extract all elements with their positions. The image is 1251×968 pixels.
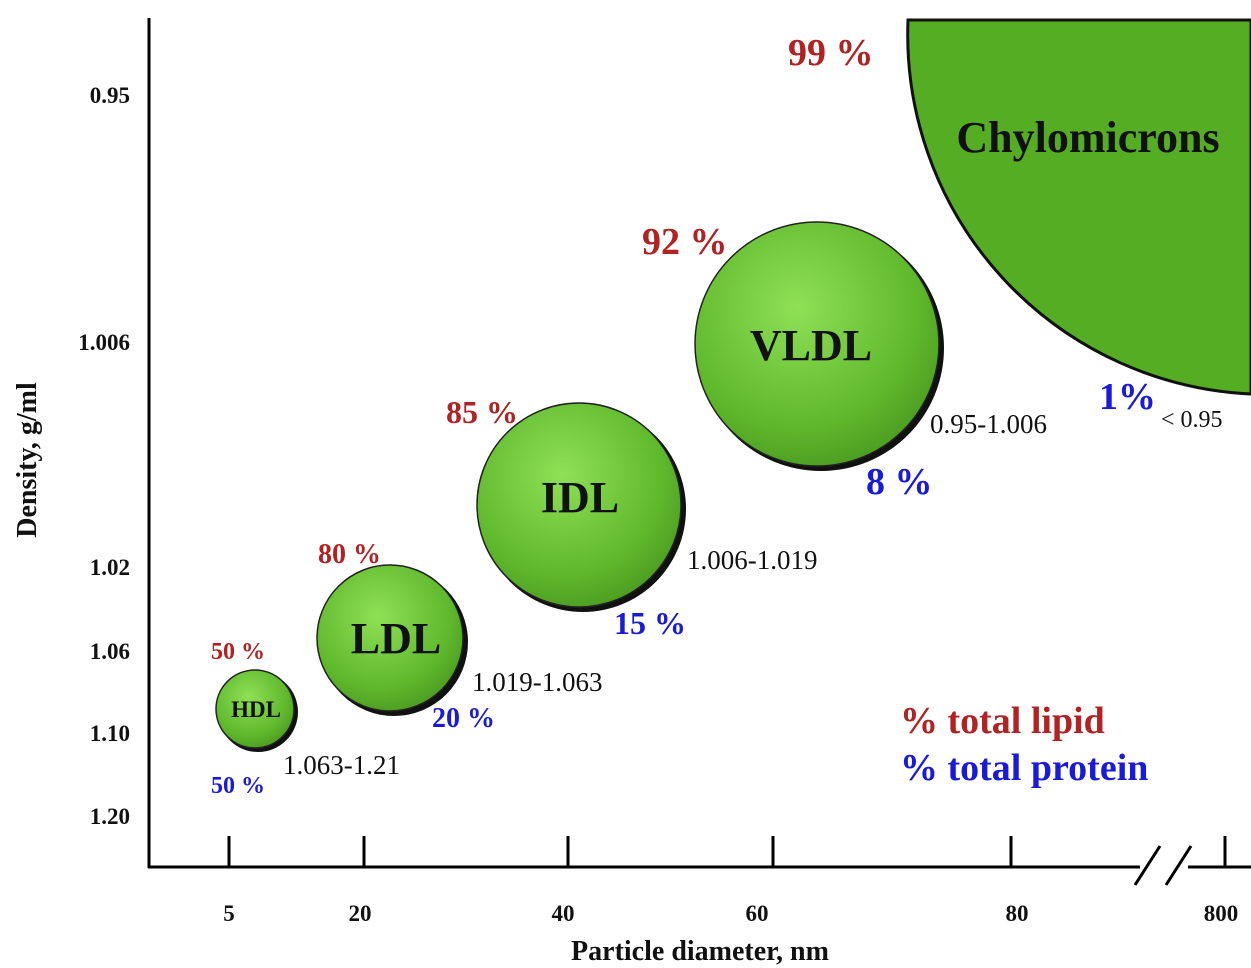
x-tick-label: 5 [223,901,235,926]
x-tick-marks [227,836,1227,867]
legend-lipid: % total lipid [900,700,1105,742]
chylomicrons-shape [906,18,1251,396]
lipid-percent-label: 85 % [446,394,518,430]
particle-ldl: LDL [316,564,468,716]
density-range-label: < 0.95 [1161,407,1223,433]
protein-percent-label: 8 % [866,461,933,503]
x-tick-label: 60 [746,901,769,926]
x-tick-label: 20 [349,901,372,926]
particle-name: LDL [351,614,441,663]
density-range-label: 1.006-1.019 [687,545,818,575]
protein-percent-label: 50 % [211,773,265,799]
axis-break-symbol [1133,845,1193,886]
protein-percent-label: 15 % [614,605,686,641]
hdl-circle [215,669,295,749]
particle-name: Chylomicrons [956,113,1219,162]
lipid-percent-label: 92 % [642,221,728,263]
lipid-percent-label: 99 % [788,32,874,74]
particle-name: HDL [231,697,281,722]
particle-hdl: HDL [215,669,298,752]
vldl-circle [694,221,940,467]
particle-name: IDL [541,473,619,522]
particle-name: VLDL [750,321,872,370]
legend-protein: % total protein [900,747,1148,789]
y-tick-label: 1.006 [78,330,130,355]
lipid-percent-label: 80 % [318,539,381,570]
density-range-label: 1.019-1.063 [472,667,603,697]
density-range-label: 0.95-1.006 [930,409,1047,439]
idl-circle [476,402,682,608]
protein-percent-label: 20 % [432,703,495,734]
y-tick-label: 1.20 [90,804,130,829]
x-tick-label: 40 [552,901,575,926]
legend: % total lipid % total protein [900,700,1148,789]
y-tick-label: 1.10 [90,721,130,746]
y-tick-label: 0.95 [90,83,130,108]
particle-idl: IDL [476,402,686,612]
particle-vldl: VLDL [694,221,944,471]
ldl-circle [316,564,464,712]
particle-chylomicrons: Chylomicrons [906,18,1251,396]
density-range-label: 1.063-1.21 [283,750,400,780]
lipid-percent-label: 50 % [211,639,265,665]
protein-percent-label: 1% [1099,376,1156,418]
y-axis-title: Density, g/ml [12,382,43,538]
x-tick-label: 800 [1204,901,1239,926]
x-tick-label: 80 [1006,901,1029,926]
x-axis-title: Particle diameter, nm [571,936,829,967]
y-tick-label: 1.06 [90,639,130,664]
y-tick-label: 1.02 [90,555,130,580]
